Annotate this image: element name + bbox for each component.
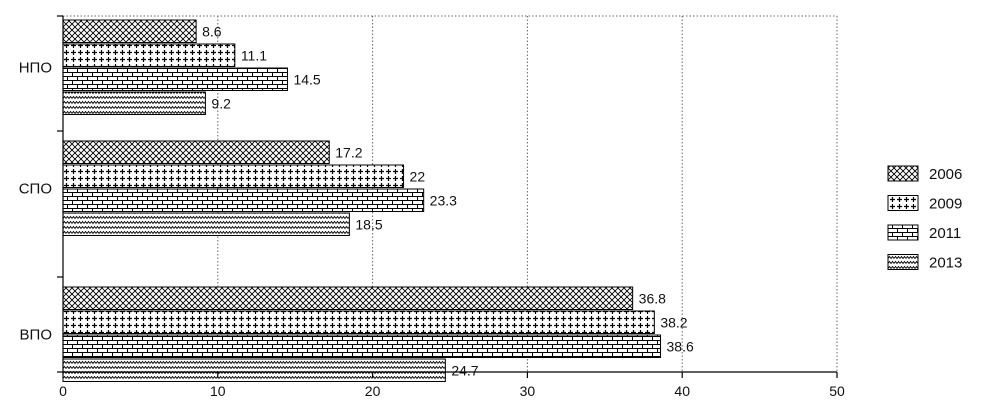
value-label-ВПО-2009: 38.2 [660, 314, 687, 330]
x-tick-label: 20 [365, 383, 381, 399]
bar-НПО-2006 [62, 19, 197, 43]
x-tick-label: 30 [520, 383, 536, 399]
bar-ВПО-2011 [62, 334, 662, 358]
category-label-СПО: СПО [19, 180, 52, 197]
bar-НПО-2011 [62, 67, 288, 91]
bar-СПО-2013 [62, 212, 350, 236]
axes [57, 15, 838, 378]
x-tick-label: 40 [674, 383, 690, 399]
legend-label-2009: 2009 [929, 196, 962, 213]
legend-label-2013: 2013 [929, 255, 962, 272]
value-label-ВПО-2011: 38.6 [667, 338, 694, 354]
bar-ВПО-2006 [62, 286, 634, 310]
value-label-ВПО-2006: 36.8 [639, 290, 666, 306]
legend-swatch-2009 [887, 195, 919, 211]
value-label-НПО-2013: 9.2 [211, 95, 231, 111]
value-label-СПО-2011: 23.3 [430, 192, 457, 208]
gridlines [63, 15, 838, 372]
category-label-ВПО: ВПО [20, 326, 52, 343]
legend-label-2011: 2011 [929, 225, 961, 242]
bar-СПО-2011 [62, 188, 425, 212]
bar-СПО-2009 [62, 164, 405, 188]
x-tick-label: 0 [59, 383, 67, 399]
bars [62, 19, 662, 382]
legend-label-2006: 2006 [929, 166, 962, 183]
value-label-НПО-2006: 8.6 [202, 23, 222, 39]
value-label-СПО-2013: 18.5 [355, 216, 382, 232]
x-tick-label: 50 [829, 383, 845, 399]
value-label-НПО-2011: 14.5 [293, 71, 320, 87]
bar-НПО-2009 [62, 43, 236, 67]
bar-ВПО-2009 [62, 310, 655, 334]
legend-swatch-2011 [887, 224, 919, 241]
value-label-СПО-2006: 17.2 [335, 144, 362, 160]
value-label-НПО-2009: 11.1 [241, 47, 267, 63]
bar-ВПО-2013 [62, 358, 446, 382]
value-label-ВПО-2013: 24.7 [451, 362, 478, 378]
value-label-СПО-2009: 22 [410, 168, 426, 184]
legend: 2006 2009 2011 2013 [887, 165, 962, 272]
bar-СПО-2006 [62, 140, 330, 164]
x-tick-label: 10 [210, 383, 226, 399]
category-label-НПО: НПО [19, 59, 52, 76]
legend-swatch-2006 [887, 165, 919, 182]
legend-swatch-2013 [887, 254, 919, 270]
bar-НПО-2013 [62, 91, 206, 115]
